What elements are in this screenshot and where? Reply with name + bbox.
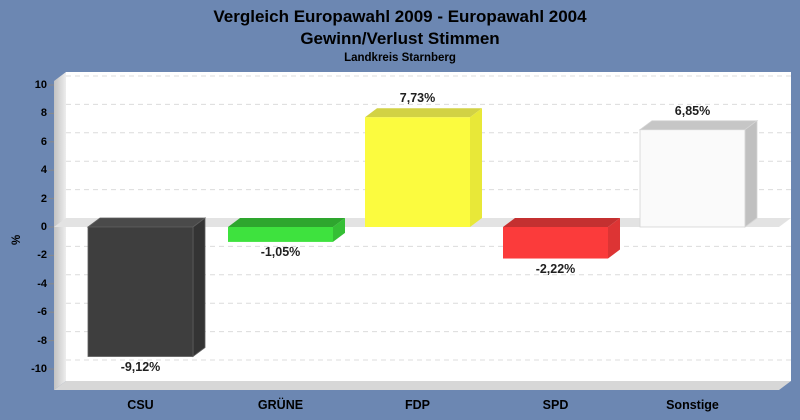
category-label-grüne: GRÜNE: [257, 398, 304, 412]
chart-title-line-1: Vergleich Europawahl 2009 - Europawahl 2…: [213, 7, 587, 26]
chart-title-block: Vergleich Europawahl 2009 - Europawahl 2…: [0, 6, 800, 66]
bar-side-grüne: [333, 218, 345, 242]
bar-spd: [503, 227, 608, 259]
bar-side-fdp: [470, 108, 482, 227]
value-label-spd: -2,22%: [535, 261, 576, 276]
y-tick-label--10: -10: [31, 363, 47, 375]
y-tick-label--8: -8: [37, 334, 47, 347]
bar-side-csu: [192, 217, 206, 358]
category-label-spd: SPD: [542, 398, 569, 412]
y-tick-label-0: 0: [40, 221, 47, 233]
category-label-fdp: FDP: [405, 398, 430, 412]
category-label-csu: CSU: [127, 398, 154, 412]
bar-top-spd: [503, 218, 620, 227]
bar-top-fdp: [365, 108, 482, 118]
value-label-csu: -9,12%: [120, 359, 161, 374]
chart-subtitle: Landkreis Starnberg: [344, 52, 456, 64]
y-tick-label--6: -6: [37, 306, 47, 319]
y-tick-label-10: 10: [34, 79, 47, 91]
bar-side-sonstige: [744, 119, 758, 228]
value-label-fdp: 7,73%: [399, 91, 436, 106]
category-label-sonstige: Sonstige: [666, 398, 719, 412]
y-tick-label--4: -4: [37, 277, 47, 290]
plot-floor: [54, 381, 791, 390]
bar-top-sonstige: [638, 120, 759, 131]
plot-left-wall: [54, 72, 66, 390]
bar-grüne: [228, 227, 333, 242]
y-tick-label-2: 2: [40, 192, 47, 205]
bar-top-grüne: [228, 218, 345, 227]
y-tick-label-6: 6: [40, 135, 47, 148]
value-label-sonstige: 6,85%: [674, 103, 711, 118]
bar-csu: [87, 226, 194, 357]
chart-title-line-2: Gewinn/Verlust Stimmen: [300, 29, 500, 48]
value-label-grüne: -1,05%: [260, 244, 301, 259]
y-tick-label-4: 4: [40, 164, 47, 177]
bar-fdp: [365, 117, 470, 227]
bar-side-spd: [608, 218, 620, 259]
bar-top-csu: [86, 217, 207, 228]
y-tick-label--2: -2: [37, 249, 47, 262]
y-tick-label-8: 8: [40, 107, 47, 120]
bar-sonstige: [639, 129, 746, 228]
